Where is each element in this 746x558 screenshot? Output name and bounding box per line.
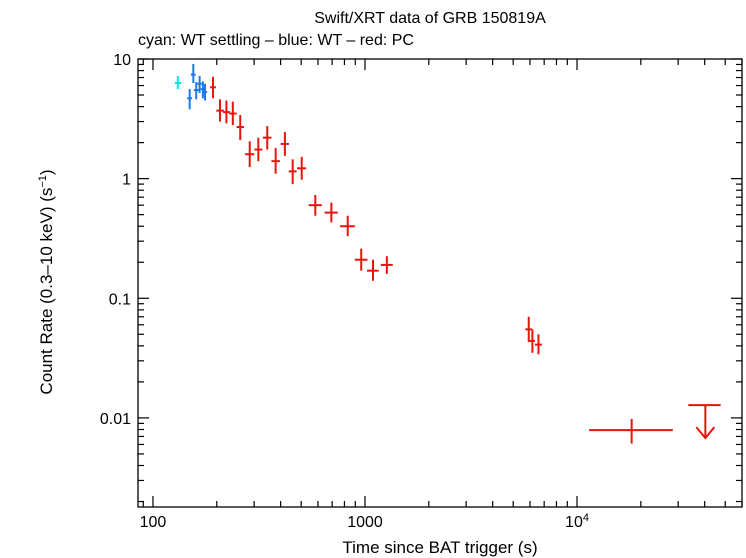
y-tick-label: 10 <box>113 52 131 69</box>
series-pc <box>210 76 673 444</box>
data-point <box>288 159 297 185</box>
x-tick-label: 100 <box>140 514 167 531</box>
data-point <box>216 99 224 122</box>
data-point <box>254 137 263 162</box>
data-point <box>366 259 379 281</box>
data-point <box>297 156 307 180</box>
data-point <box>223 100 231 124</box>
x-tick-label: 1000 <box>347 514 383 531</box>
y-axis-label-superscript: −1 <box>37 175 49 188</box>
chart-title: Swift/XRT data of GRB 150819A <box>314 10 546 27</box>
data-point <box>354 248 368 271</box>
x-tick-label: 104 <box>565 512 589 531</box>
series-wt-settling <box>174 76 182 90</box>
data-point <box>174 76 182 90</box>
upper-limit <box>688 404 721 440</box>
data-point <box>340 215 355 237</box>
chart-subtitle: cyan: WT settling – blue: WT – red: PC <box>138 32 414 49</box>
data-point <box>380 256 393 274</box>
data-point <box>324 202 338 223</box>
data-point <box>197 76 202 93</box>
plot-area-frame <box>137 58 743 508</box>
data-point <box>245 141 255 168</box>
y-tick-label: 1 <box>122 172 131 189</box>
data-point <box>190 63 196 84</box>
data-point <box>262 126 272 150</box>
data-point <box>229 101 237 126</box>
data-point <box>271 148 280 174</box>
data-point <box>280 132 289 156</box>
data-point <box>187 89 193 110</box>
series-wt <box>187 63 208 110</box>
y-axis-label-main: Count Rate (0.3–10 keV) (s <box>37 188 56 395</box>
data-point <box>308 194 322 216</box>
data-point <box>193 82 200 100</box>
y-tick-label: 0.01 <box>100 411 131 428</box>
x-axis-label: Time since BAT trigger (s) <box>342 538 537 557</box>
y-axis-label-end: ) <box>37 169 56 175</box>
data-point <box>525 316 532 343</box>
y-axis-label: Count Rate (0.3–10 keV) (s−1) <box>37 169 56 394</box>
data-point <box>589 418 673 444</box>
y-tick-label: 0.1 <box>109 291 131 308</box>
data-point <box>210 76 216 99</box>
upper-limit-arrowhead <box>695 426 716 440</box>
data-point <box>236 115 245 141</box>
data-point <box>529 329 535 353</box>
data-point <box>534 334 542 355</box>
data-point <box>203 83 208 101</box>
